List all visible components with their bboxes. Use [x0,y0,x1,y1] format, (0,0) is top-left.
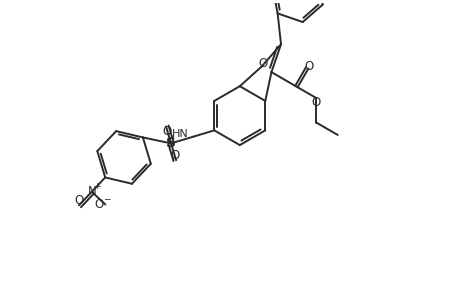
Text: N: N [87,185,96,198]
Text: +: + [93,182,101,191]
Text: O: O [162,125,172,138]
Text: O: O [74,194,84,207]
Text: −: − [102,195,110,204]
Text: S: S [166,136,176,150]
Text: O: O [95,198,104,211]
Text: O: O [311,96,320,109]
Text: O: O [304,60,313,73]
Text: O: O [258,57,267,70]
Text: HN: HN [172,129,188,139]
Text: O: O [170,149,179,162]
